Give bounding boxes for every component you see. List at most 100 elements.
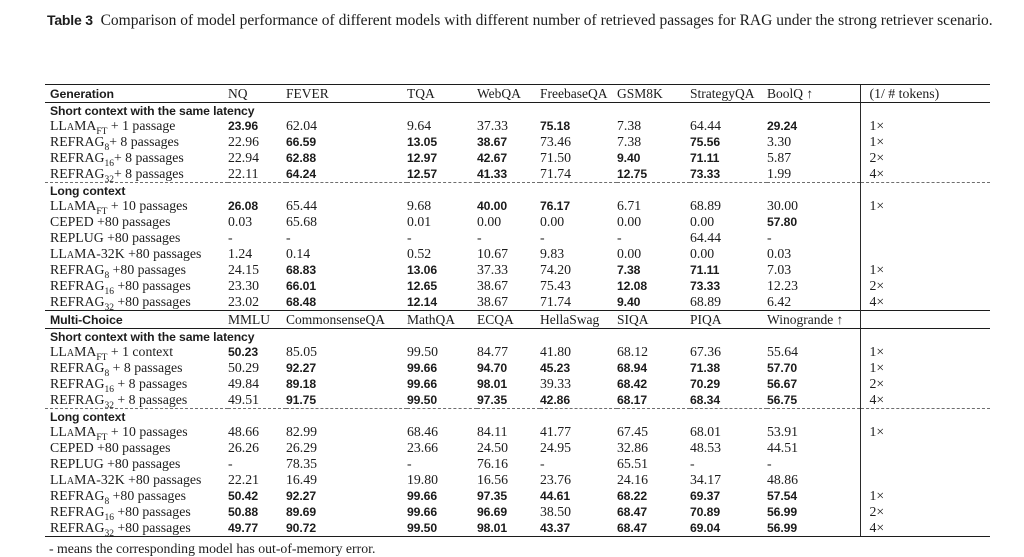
model-main: REFRAG bbox=[50, 520, 105, 535]
metric-value: 0.00 bbox=[540, 214, 565, 229]
table-row: REFRAG32 +80 passages 49.77 90.72 99.50 98.0… bbox=[45, 520, 990, 537]
model-subscript: 16 bbox=[104, 286, 114, 294]
model-rest: +80 passages bbox=[109, 488, 186, 503]
token-ratio bbox=[859, 214, 990, 230]
metric-value: 66.59 bbox=[286, 135, 316, 149]
metric-value: 65.51 bbox=[617, 456, 649, 471]
metric-value: 75.56 bbox=[690, 135, 720, 149]
table-row: REFRAG32 +80 passages 23.02 68.48 12.14 38.6… bbox=[45, 294, 990, 311]
table-row: REFRAG16 +80 passages 50.88 89.69 99.66 96.6… bbox=[45, 504, 990, 520]
token-ratio bbox=[859, 440, 990, 456]
metric-value: 92.27 bbox=[286, 361, 316, 375]
model-name: CEPED +80 passages bbox=[45, 440, 228, 456]
metric-value: 57.54 bbox=[767, 489, 797, 503]
model-subscript: 32 bbox=[104, 302, 114, 311]
model-rest: +80 passages bbox=[93, 214, 171, 229]
section-label: Short context with the same latency bbox=[50, 329, 255, 344]
model-name: REFRAG16 +80 passages bbox=[45, 504, 228, 520]
metric-value: 50.88 bbox=[228, 505, 258, 519]
model-rest: + 1 context bbox=[107, 344, 174, 359]
model-rest: +80 passages bbox=[103, 456, 181, 471]
token-cell bbox=[859, 328, 990, 344]
model-rest: + 8 passages bbox=[113, 392, 188, 407]
metric-value: 12.65 bbox=[407, 279, 437, 293]
model-rest: +80 passages bbox=[113, 520, 191, 535]
model-rest: +80 passages bbox=[109, 262, 186, 277]
metric-value: 96.69 bbox=[477, 505, 507, 519]
model-main: REPLUG bbox=[50, 230, 104, 245]
metric-value: 22.21 bbox=[228, 472, 260, 487]
token-ratio: 4× bbox=[859, 166, 990, 183]
model-subscript: 16 bbox=[104, 158, 114, 166]
metric-value: 75.43 bbox=[540, 278, 572, 293]
metric-value: 30.00 bbox=[767, 198, 799, 213]
column-header: (1/ # tokens) bbox=[859, 84, 990, 103]
token-ratio: 1× bbox=[859, 262, 990, 278]
column-header: FEVER bbox=[286, 84, 407, 103]
model-main: CEPED bbox=[50, 214, 94, 229]
metric-value: 68.89 bbox=[690, 294, 722, 309]
model-name: LLaMAFT + 10 passages bbox=[45, 424, 228, 440]
metric-value: 62.04 bbox=[286, 118, 318, 133]
column-header: PIQA bbox=[690, 310, 767, 329]
metric-value: 84.77 bbox=[477, 344, 509, 359]
model-name: REFRAG16 +80 passages bbox=[45, 278, 228, 294]
token-ratio: 1× bbox=[859, 344, 990, 360]
token-ratio bbox=[859, 472, 990, 488]
token-ratio: 1× bbox=[859, 360, 990, 376]
model-subscript: 16 bbox=[104, 512, 114, 520]
metric-value: 91.75 bbox=[286, 393, 316, 407]
metric-value: 41.33 bbox=[477, 167, 507, 181]
table-row: REFRAG16 + 8 passages 49.84 89.18 99.66 98.0… bbox=[45, 376, 990, 392]
metric-value: 0.00 bbox=[617, 246, 642, 261]
metric-value: - bbox=[228, 230, 233, 245]
column-header: GSM8K bbox=[617, 84, 690, 103]
metric-value: 9.68 bbox=[407, 198, 432, 213]
metric-value: 24.50 bbox=[477, 440, 509, 455]
metric-value: 68.17 bbox=[617, 393, 647, 407]
token-ratio: 4× bbox=[859, 294, 990, 311]
column-header: Winogrande ↑ bbox=[767, 310, 860, 329]
token-ratio bbox=[859, 456, 990, 472]
column-header: CommonsenseQA bbox=[286, 310, 407, 329]
model-main: REFRAG bbox=[50, 278, 105, 293]
table-wrapper: Generation NQ FEVER TQA WebQA FreebaseQA GSM8K… bbox=[45, 84, 990, 557]
metric-value: 39.33 bbox=[540, 376, 572, 391]
model-subscript: 8 bbox=[104, 368, 110, 376]
results-table: Generation NQ FEVER TQA WebQA FreebaseQA GSM8K… bbox=[45, 84, 990, 537]
metric-value: 0.00 bbox=[690, 246, 715, 261]
section-label: Short context with the same latency bbox=[50, 103, 255, 118]
metric-value: 32.86 bbox=[617, 440, 649, 455]
metric-value: 43.37 bbox=[540, 520, 617, 537]
model-rest: + 10 passages bbox=[107, 424, 188, 439]
section-label-row: Long context bbox=[45, 408, 990, 424]
metric-value: 65.68 bbox=[286, 214, 318, 229]
metric-value: - bbox=[286, 230, 291, 245]
model-main: CEPED bbox=[50, 440, 94, 455]
metric-value: 90.72 bbox=[286, 520, 407, 537]
metric-value: 23.76 bbox=[540, 472, 572, 487]
metric-value: - bbox=[407, 456, 412, 471]
token-ratio bbox=[859, 246, 990, 262]
metric-value: - bbox=[617, 230, 622, 245]
metric-value: 9.40 bbox=[617, 295, 641, 309]
model-name: CEPED +80 passages bbox=[45, 214, 228, 230]
model-rest: + 8 passages bbox=[109, 134, 180, 149]
table-header-row: Multi-Choice MMLU CommonsenseQA MathQA ECQA H… bbox=[45, 310, 990, 329]
metric-value: 76.17 bbox=[540, 199, 570, 213]
metric-value: 22.96 bbox=[228, 134, 260, 149]
model-name: LLaMA-32K +80 passages bbox=[45, 246, 228, 262]
metric-value: - bbox=[540, 230, 545, 245]
metric-value: 50.23 bbox=[228, 345, 258, 359]
metric-value: 48.86 bbox=[767, 472, 799, 487]
metric-value: 38.67 bbox=[477, 135, 507, 149]
metric-value: 22.94 bbox=[228, 150, 260, 165]
table-caption-text: Comparison of model performance of diffe… bbox=[100, 12, 993, 29]
model-main: REFRAG bbox=[50, 262, 105, 277]
table-header-row: Generation NQ FEVER TQA WebQA FreebaseQA GSM8K… bbox=[45, 84, 990, 103]
model-subscript: 8 bbox=[104, 270, 110, 278]
metric-value: 74.20 bbox=[540, 262, 572, 277]
metric-value: - bbox=[228, 456, 233, 471]
metric-value: 13.06 bbox=[407, 263, 437, 277]
metric-value: 7.38 bbox=[617, 263, 641, 277]
